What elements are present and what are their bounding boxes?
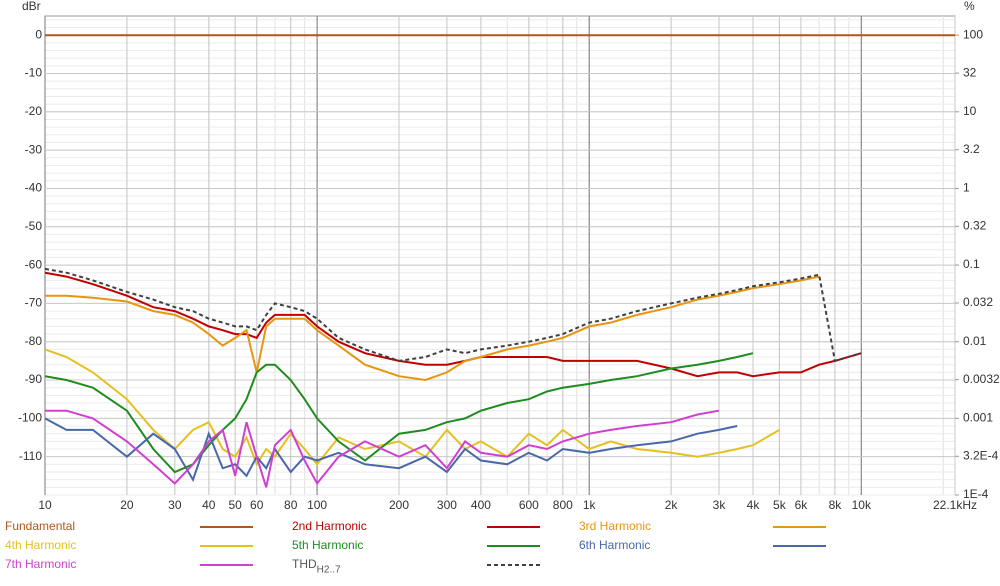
y2-tick-label: 1E-4 bbox=[963, 487, 989, 501]
y-tick-label: -20 bbox=[25, 104, 43, 118]
x-tick-label: 60 bbox=[250, 498, 264, 512]
y2-tick-label: 3.2E-4 bbox=[963, 448, 999, 462]
legend-subscript: H2..7 bbox=[317, 565, 341, 576]
x-tick-label: 6k bbox=[795, 498, 809, 512]
legend-label: 7th Harmonic bbox=[5, 557, 76, 571]
legend-label: Fundamental bbox=[5, 519, 75, 533]
y2-axis-label: % bbox=[964, 0, 975, 13]
x-tick-label: 400 bbox=[471, 498, 491, 512]
y-tick-label: -110 bbox=[19, 449, 42, 463]
legend-label: 5th Harmonic bbox=[292, 538, 363, 552]
y2-tick-label: 100 bbox=[963, 27, 983, 41]
y-tick-label: -10 bbox=[25, 66, 43, 80]
y-tick-label: -70 bbox=[25, 296, 43, 310]
x-tick-label: 40 bbox=[202, 498, 216, 512]
x-tick-label: 50 bbox=[229, 498, 243, 512]
x-tick-label: 80 bbox=[284, 498, 298, 512]
legend-label: 4th Harmonic bbox=[5, 538, 76, 552]
x-tick-label: 300 bbox=[437, 498, 457, 512]
x-tick-label: 20 bbox=[120, 498, 134, 512]
legend-label: 6th Harmonic bbox=[579, 538, 650, 552]
legend-label: 3rd Harmonic bbox=[579, 519, 651, 533]
y-tick-label: 0 bbox=[35, 27, 42, 41]
y2-tick-label: 0.1 bbox=[963, 257, 980, 271]
x-tick-label: 600 bbox=[519, 498, 539, 512]
x-tick-label: 1k bbox=[583, 498, 597, 512]
series-line bbox=[45, 348, 780, 467]
legend-label: 2nd Harmonic bbox=[292, 519, 367, 533]
y2-tick-label: 10 bbox=[963, 104, 977, 118]
x-tick-label: 5k bbox=[773, 498, 787, 512]
y-axis-label: dBr bbox=[22, 0, 41, 13]
x-tick-label: 800 bbox=[553, 498, 573, 512]
y-tick-label: -90 bbox=[25, 372, 43, 386]
x-tick-label: 10k bbox=[852, 498, 872, 512]
y-tick-label: -40 bbox=[25, 181, 43, 195]
y-tick-label: -50 bbox=[25, 219, 43, 233]
y-tick-label: -30 bbox=[25, 142, 43, 156]
series-line bbox=[45, 275, 820, 382]
y-tick-label: -80 bbox=[25, 334, 43, 348]
y-tick-label: -100 bbox=[18, 411, 42, 425]
series-line bbox=[45, 271, 862, 378]
legend-label: THD bbox=[292, 557, 317, 571]
y2-tick-label: 1 bbox=[963, 181, 970, 195]
x-tick-label: 30 bbox=[168, 498, 182, 512]
plot-frame bbox=[44, 15, 956, 496]
x-tick-label: 3k bbox=[713, 498, 727, 512]
series-line bbox=[45, 352, 754, 474]
x-tick-label: 100 bbox=[307, 498, 327, 512]
y2-tick-label: 32 bbox=[963, 65, 977, 79]
x-tick-label: 2k bbox=[665, 498, 679, 512]
x-tick-label: 10 bbox=[38, 498, 52, 512]
y-tick-label: -60 bbox=[25, 257, 43, 271]
x-tick-label: 4k bbox=[747, 498, 761, 512]
x-tick-label: 8k bbox=[829, 498, 843, 512]
y2-tick-label: 0.032 bbox=[963, 295, 993, 309]
y2-tick-label: 3.2 bbox=[963, 142, 980, 156]
plot-lines bbox=[45, 34, 955, 488]
y2-tick-label: 0.32 bbox=[963, 219, 987, 233]
x-tick-label: 22.1kHz bbox=[933, 498, 977, 512]
y2-tick-label: 0.01 bbox=[963, 334, 987, 348]
y2-tick-label: 0.0032 bbox=[963, 372, 1000, 386]
x-tick-label: 200 bbox=[389, 498, 409, 512]
series-line bbox=[45, 409, 720, 488]
series-line bbox=[45, 267, 862, 363]
y2-tick-label: 0.001 bbox=[963, 411, 993, 425]
